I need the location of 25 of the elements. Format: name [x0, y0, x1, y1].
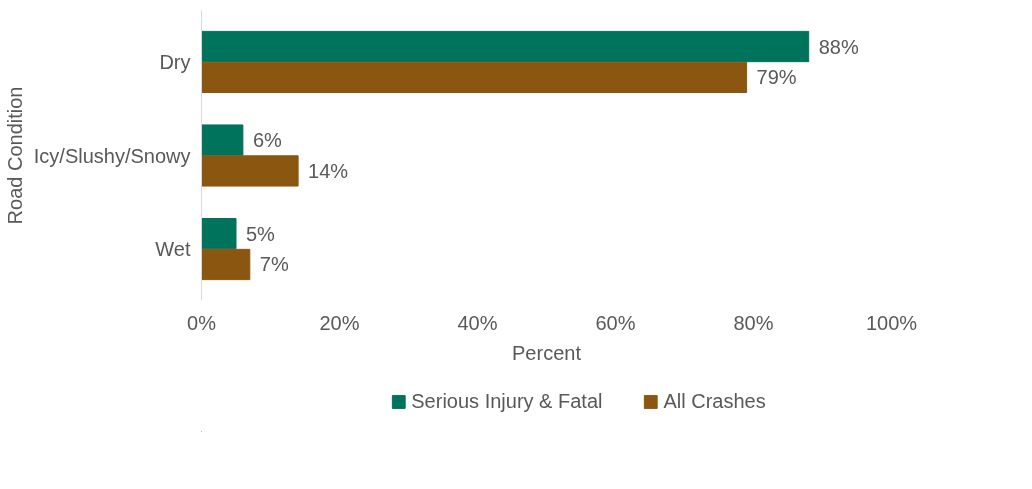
bar: [201, 248, 251, 281]
y-tick-label: Icy/Slushy/Snowy: [33, 144, 191, 167]
data-label: 88%: [818, 35, 859, 58]
bar: [201, 61, 748, 94]
x-tick-label: 100%: [865, 311, 918, 334]
bar: [201, 124, 244, 156]
legend-label: All Crashes: [663, 389, 766, 413]
x-tick-label: 40%: [457, 311, 498, 334]
bar: [201, 155, 299, 187]
legend-label: Serious Injury & Fatal: [411, 389, 603, 413]
x-tick-label: 60%: [595, 311, 636, 334]
x-tick-label: 20%: [319, 311, 360, 334]
x-axis-title: Percent: [512, 341, 582, 364]
data-label: 7%: [259, 253, 289, 276]
data-label: 5%: [246, 222, 276, 245]
data-label: 6%: [252, 129, 283, 152]
x-tick-label: 0%: [187, 311, 217, 334]
y-tick-label: Wet: [155, 238, 191, 261]
data-label: 14%: [308, 159, 349, 182]
y-axis-title: Road Condition: [3, 86, 26, 225]
data-label: 79%: [756, 66, 797, 89]
x-tick-label: 80%: [733, 311, 774, 334]
y-tick-label: Dry: [159, 50, 191, 73]
bar: [201, 217, 237, 250]
bar: [201, 30, 810, 63]
